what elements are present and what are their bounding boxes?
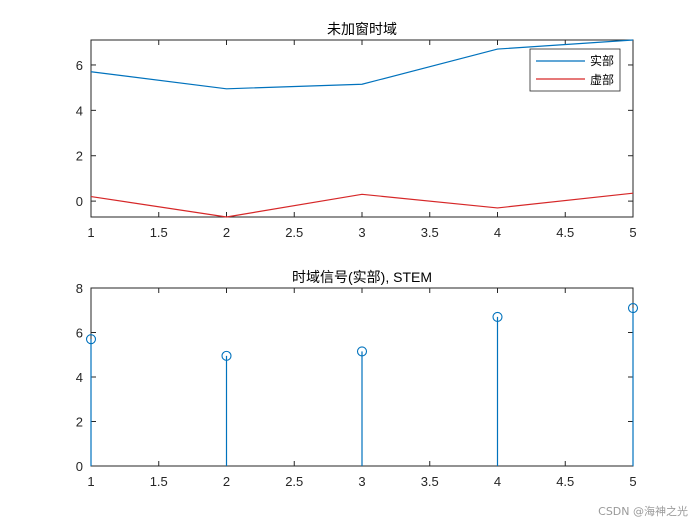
- x-tick-label: 2.5: [285, 474, 303, 489]
- legend-box: [529, 48, 621, 92]
- y-tick-label: 6: [76, 326, 83, 341]
- x-tick-label: 1: [87, 474, 94, 489]
- subplot-1-y-ticks: 0 2 4 6: [76, 58, 633, 209]
- x-tick-label: 4.5: [556, 225, 574, 240]
- legend: 实部 虚部: [529, 48, 621, 92]
- x-tick-label: 4.5: [556, 474, 574, 489]
- x-tick-label: 5: [629, 474, 636, 489]
- y-tick-label: 4: [76, 103, 83, 118]
- y-tick-label: 6: [76, 58, 83, 73]
- x-tick-label: 1.5: [150, 225, 168, 240]
- y-tick-label: 4: [76, 370, 83, 385]
- subplot-2-x-ticks: 1 1.5 2 2.5 3 3.5 4 4.5 5: [87, 288, 637, 489]
- x-tick-label: 1.5: [150, 474, 168, 489]
- subplot-1: 未加窗时域 1 1.5 2 2.5 3 3.5 4 4.5 5 0 2 4 6 实部 虚部: [76, 21, 637, 240]
- y-tick-label: 0: [76, 194, 83, 209]
- watermark: CSDN @海神之光: [598, 505, 688, 518]
- stem-marker: [221, 350, 232, 361]
- stem-marker: [627, 302, 639, 314]
- x-tick-label: 3.5: [421, 225, 439, 240]
- subplot-1-title: 未加窗时域: [327, 21, 397, 37]
- legend-label-imag: 虚部: [590, 72, 614, 87]
- subplot-1-series: [90, 39, 634, 218]
- x-tick-label: 2.5: [285, 225, 303, 240]
- series-line-real: [90, 39, 634, 90]
- y-tick-label: 2: [76, 415, 83, 430]
- y-tick-label: 8: [76, 281, 83, 296]
- x-tick-label: 3.5: [421, 474, 439, 489]
- subplot-2-title: 时域信号(实部), STEM: [292, 269, 432, 285]
- x-tick-label: 5: [629, 225, 636, 240]
- series-line-imag: [90, 192, 634, 218]
- x-tick-label: 2: [223, 474, 230, 489]
- subplot-2-y-ticks: 0 2 4 6 8: [76, 281, 633, 474]
- x-tick-label: 1: [87, 225, 94, 240]
- stem-marker: [492, 311, 503, 322]
- x-tick-label: 3: [358, 225, 365, 240]
- y-tick-label: 2: [76, 149, 83, 164]
- subplot-1-x-ticks: 1 1.5 2 2.5 3 3.5 4 4.5 5: [87, 40, 637, 240]
- legend-label-real: 实部: [590, 53, 614, 68]
- x-tick-label: 3: [358, 474, 365, 489]
- y-tick-label: 0: [76, 459, 83, 474]
- stem-marker: [85, 334, 97, 345]
- subplot-2: 时域信号(实部), STEM 1 1.5 2 2.5 3 3.5 4 4.5 5 0 2 4 6 8: [76, 269, 639, 489]
- x-tick-label: 4: [494, 225, 501, 240]
- subplot-2-series: [85, 302, 639, 466]
- x-tick-label: 4: [494, 474, 501, 489]
- x-tick-label: 2: [223, 225, 230, 240]
- stem-marker: [356, 346, 368, 357]
